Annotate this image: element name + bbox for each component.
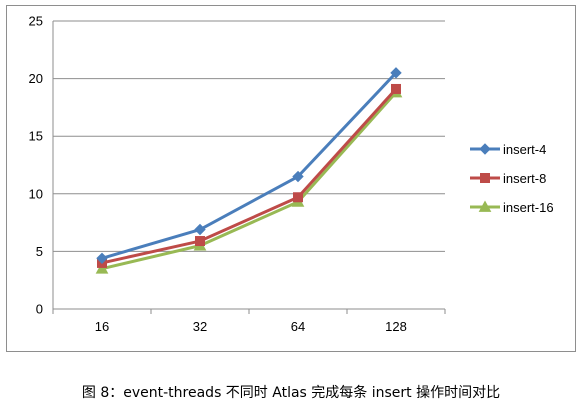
y-tick-label: 20 (29, 71, 43, 86)
data-point (390, 67, 402, 79)
figure-caption: 图 8：event-threads 不同时 Atlas 完成每条 insert … (81, 385, 501, 401)
x-tick-label: 16 (95, 319, 109, 334)
legend-marker (479, 143, 491, 155)
grid-layer (52, 20, 446, 314)
y-tick-label: 10 (29, 186, 43, 201)
legend-marker (478, 200, 492, 212)
y-axis-tick-labels: 0 5 10 15 20 25 (29, 14, 43, 317)
x-tick-label: 128 (385, 319, 407, 334)
legend-marker (480, 173, 490, 183)
data-point (195, 236, 205, 247)
legend: insert-4 insert-8 insert-16 (470, 142, 554, 215)
data-point (194, 223, 206, 236)
y-tick-label: 5 (36, 244, 43, 259)
x-tick-label: 64 (291, 319, 305, 334)
data-point (292, 170, 304, 183)
series-insert-8 (97, 83, 401, 268)
series-layer (95, 67, 403, 274)
legend-item: insert-16 (470, 200, 554, 215)
x-tick-label: 32 (193, 319, 207, 334)
legend-label: insert-16 (503, 200, 554, 215)
y-tick-label: 25 (29, 14, 43, 29)
legend-item: insert-8 (470, 171, 546, 186)
y-tick-label: 0 (36, 302, 43, 317)
series-line (100, 71, 398, 260)
legend-label: insert-4 (503, 142, 546, 157)
data-point (391, 83, 401, 94)
series-line (100, 90, 398, 271)
y-tick-label: 15 (29, 129, 43, 144)
data-point (96, 252, 108, 265)
series-line (100, 87, 398, 265)
data-point (95, 262, 109, 274)
legend-label: insert-8 (503, 171, 546, 186)
x-axis-tick-labels: 16 32 64 128 (95, 319, 407, 334)
legend-item: insert-4 (470, 142, 546, 157)
series-insert-4 (96, 67, 402, 265)
data-point (293, 192, 303, 203)
